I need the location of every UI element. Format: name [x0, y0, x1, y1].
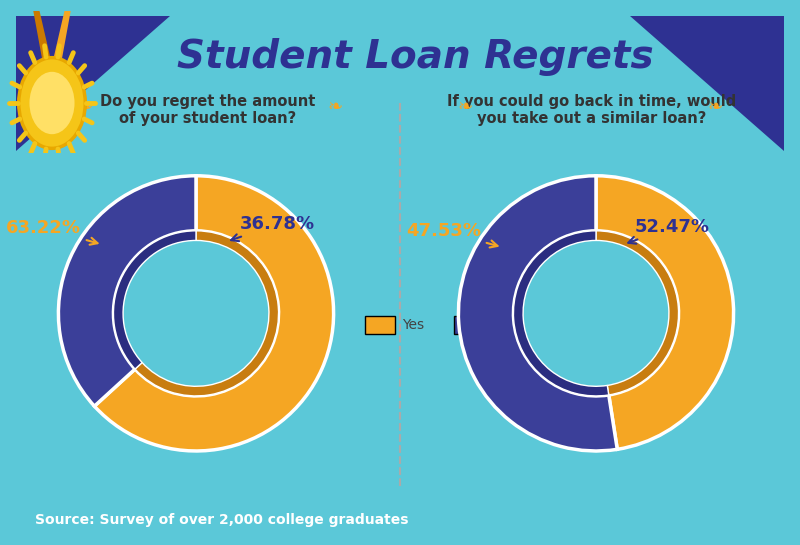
- Circle shape: [28, 70, 76, 136]
- Text: ❧: ❧: [78, 98, 93, 116]
- Text: 36.78%: 36.78%: [231, 215, 315, 241]
- FancyBboxPatch shape: [366, 316, 394, 334]
- Circle shape: [18, 58, 86, 148]
- Wedge shape: [596, 231, 678, 395]
- Text: No: No: [490, 318, 510, 332]
- Polygon shape: [16, 16, 170, 150]
- Wedge shape: [596, 176, 734, 449]
- Text: ❧: ❧: [458, 98, 473, 116]
- FancyBboxPatch shape: [454, 316, 483, 334]
- Text: ❧: ❧: [707, 98, 722, 116]
- Text: Student Loan Regrets: Student Loan Regrets: [177, 38, 654, 76]
- Text: 63.22%: 63.22%: [6, 219, 98, 245]
- Polygon shape: [34, 11, 52, 79]
- Wedge shape: [514, 231, 609, 396]
- Wedge shape: [58, 176, 196, 406]
- Polygon shape: [630, 16, 784, 150]
- Text: 52.47%: 52.47%: [628, 217, 710, 244]
- Text: 47.53%: 47.53%: [406, 222, 498, 247]
- Text: Source: Survey of over 2,000 college graduates: Source: Survey of over 2,000 college gra…: [35, 513, 409, 528]
- Text: ❧: ❧: [327, 98, 342, 116]
- Text: Do you regret the amount
of your student loan?: Do you regret the amount of your student…: [100, 94, 316, 126]
- Wedge shape: [114, 231, 196, 369]
- Text: If you could go back in time, would
you take out a similar loan?: If you could go back in time, would you …: [447, 94, 737, 126]
- Wedge shape: [94, 176, 334, 451]
- Wedge shape: [135, 231, 278, 396]
- Polygon shape: [52, 11, 70, 79]
- Wedge shape: [458, 176, 618, 451]
- Text: Yes: Yes: [402, 318, 425, 332]
